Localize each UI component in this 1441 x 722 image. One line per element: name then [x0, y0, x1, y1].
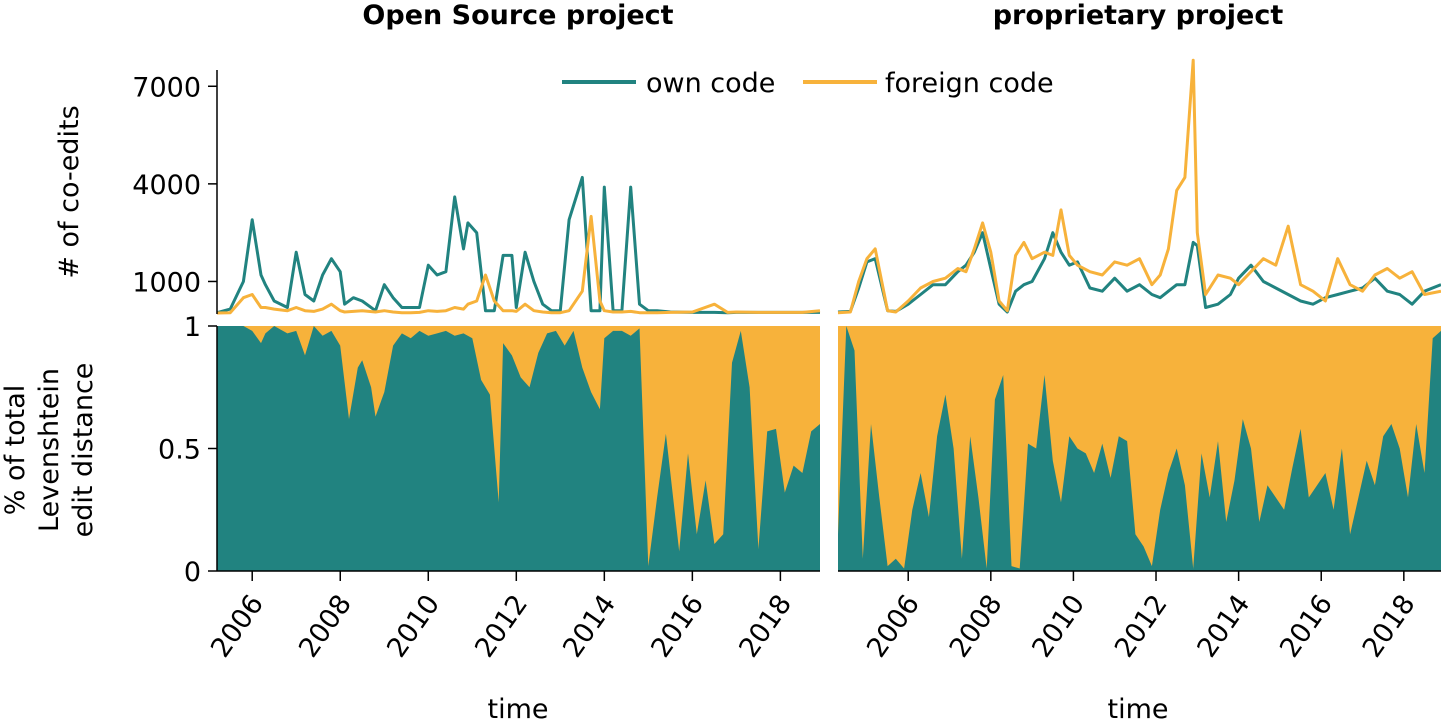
os-top-line-own [216, 175, 820, 315]
bottom-ylabel-line-2: Levenshtein [34, 368, 65, 532]
legend: own code foreign code [562, 68, 1054, 99]
os-bottom-xtick-label: 2010 [381, 589, 446, 663]
prop-xlabel: time [1107, 694, 1168, 722]
bottom-ylabel-group: % of total Levenshtein edit distance [0, 363, 99, 538]
os-top-panel: 1000 4000 7000 [132, 70, 821, 315]
top-ylabel: # of co-edits [54, 105, 85, 278]
os-bottom-xtick-label: 2018 [733, 589, 798, 663]
prop-bottom-xtick-label: 2010 [1026, 589, 1091, 663]
os-bottom-panel: 0 0.5 1 2006 2008 2010 2012 2014 2016 2018 [158, 312, 820, 663]
os-top-ytick-label: 7000 [132, 72, 201, 103]
os-bottom-xtick-label: 2008 [293, 589, 358, 663]
os-top-line-foreign [216, 214, 821, 315]
prop-top-line-own [837, 231, 1441, 314]
os-xlabel: time [487, 694, 548, 722]
os-bottom-xtick-label: 2016 [645, 589, 710, 663]
prop-bottom-area-own [838, 326, 1441, 571]
os-bottom-ytick-label: 1 [184, 312, 201, 343]
bottom-ylabel-line-3: edit distance [68, 363, 99, 538]
os-bottom-xtick-label: 2006 [205, 589, 270, 663]
os-bottom-ytick-label: 0 [184, 557, 201, 588]
bottom-ylabel-line-1: % of total [0, 385, 31, 516]
prop-top-panel [837, 58, 1441, 315]
prop-bottom-xtick-label: 2012 [1109, 589, 1174, 663]
prop-bottom-xtick-label: 2008 [944, 589, 1009, 663]
top-ylabel-group: # of co-edits [54, 105, 85, 278]
os-top-ytick-label: 4000 [132, 170, 201, 201]
os-bottom-xtick-label: 2012 [469, 589, 534, 663]
legend-own-label: own code [646, 68, 775, 99]
os-bottom-xtick-label: 2014 [557, 589, 622, 663]
prop-title: proprietary project [993, 0, 1284, 31]
os-title: Open Source project [362, 0, 673, 31]
prop-bottom-xtick-label: 2016 [1274, 589, 1339, 663]
prop-bottom-xtick-label: 2018 [1357, 589, 1422, 663]
legend-foreign-label: foreign code [885, 68, 1054, 99]
prop-bottom-xtick-label: 2014 [1192, 589, 1257, 663]
prop-bottom-panel: 2006 2008 2010 2012 2014 2016 2018 [838, 326, 1441, 663]
os-bottom-ytick-label: 0.5 [158, 435, 201, 466]
os-bottom-area-own [217, 326, 820, 571]
os-top-ytick-label: 1000 [132, 267, 201, 298]
prop-top-line-foreign [837, 58, 1441, 315]
prop-bottom-xtick-label: 2006 [861, 589, 926, 663]
